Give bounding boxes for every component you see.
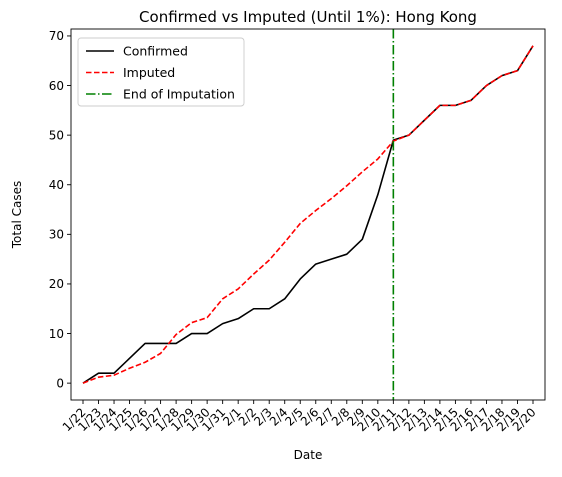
legend-label: Confirmed xyxy=(123,44,188,59)
y-tick-label: 40 xyxy=(49,178,64,192)
x-axis-label: Date xyxy=(294,448,323,462)
legend-label: End of Imputation xyxy=(123,87,235,102)
chart-title: Confirmed vs Imputed (Until 1%): Hong Ko… xyxy=(139,8,477,26)
plot-area xyxy=(82,29,534,400)
y-tick-label: 50 xyxy=(49,128,64,142)
series-line-imputed xyxy=(82,45,534,384)
y-tick-label: 70 xyxy=(49,29,64,43)
y-tick-label: 20 xyxy=(49,277,64,291)
y-axis-label: Total Cases xyxy=(10,181,24,249)
y-tick-label: 10 xyxy=(49,327,64,341)
y-tick-label: 0 xyxy=(56,376,64,390)
series-line-confirmed xyxy=(82,45,534,384)
legend: Confirmed Imputed End of Imputation xyxy=(77,37,245,107)
y-tick-label: 60 xyxy=(49,79,64,93)
legend-box xyxy=(77,37,245,107)
axes-frame xyxy=(70,28,546,401)
y-tick-label: 30 xyxy=(49,228,64,242)
legend-label: Imputed xyxy=(123,65,175,80)
